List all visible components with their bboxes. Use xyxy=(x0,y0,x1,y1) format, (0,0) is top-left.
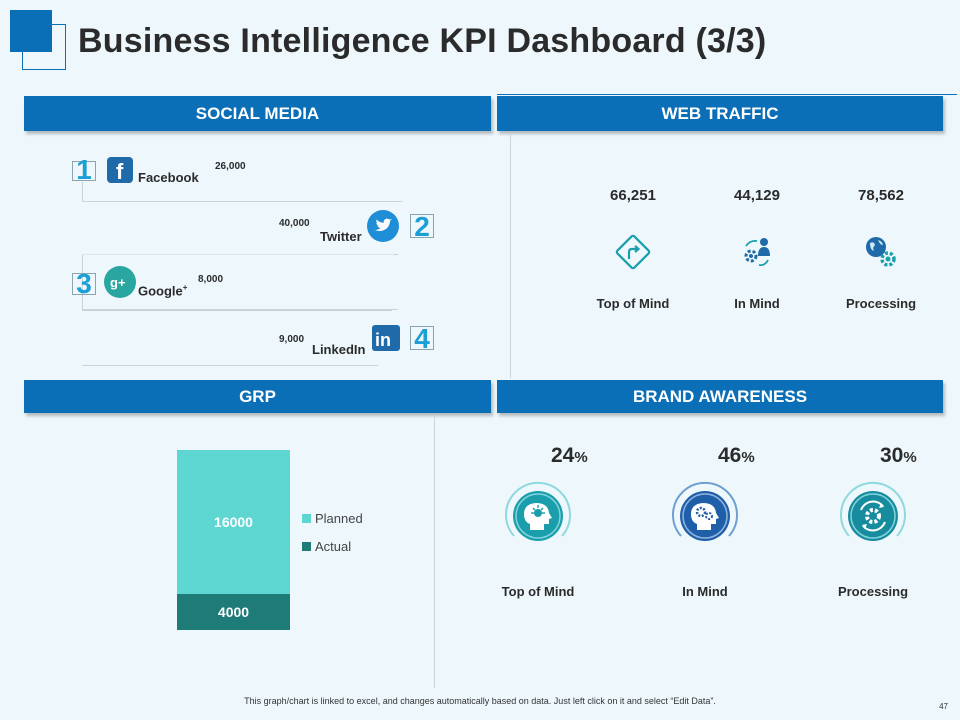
brand-percent-value: 46 xyxy=(718,444,742,467)
legend-label-planned: Planned xyxy=(315,511,363,526)
rank-box xyxy=(410,326,434,350)
grp-header: GRP xyxy=(24,380,491,413)
grp-chart: 4000 16000 Planned Actual xyxy=(177,450,363,630)
brand-label: Processing xyxy=(837,584,909,599)
legend-swatch-planned xyxy=(302,514,311,523)
divider-bottom xyxy=(434,416,435,688)
footer-note: This graph/chart is linked to excel, and… xyxy=(244,696,716,706)
google-plus-icon: g+ xyxy=(104,266,136,298)
svg-text:g+: g+ xyxy=(110,275,126,290)
connector-1 xyxy=(82,182,402,202)
rank-box xyxy=(72,273,96,295)
brand-percent-value: 30 xyxy=(880,444,904,467)
percent-sign: % xyxy=(741,449,755,466)
head-gears-icon xyxy=(667,478,743,559)
globe-gear-icon xyxy=(861,232,901,277)
logo-square-outline xyxy=(22,24,66,70)
bar-segment-planned xyxy=(177,450,290,594)
direction-sign-icon xyxy=(613,232,653,277)
brand-percent-value: 24 xyxy=(551,444,575,467)
header-rule xyxy=(497,94,957,95)
web-traffic-header: WEB TRAFFIC xyxy=(497,96,943,131)
brand-percent: 30% xyxy=(880,444,917,468)
social-value: 40,000 xyxy=(279,218,310,229)
web-traffic-value: 44,129 xyxy=(734,187,780,204)
social-name: LinkedIn xyxy=(312,342,366,357)
social-value: 9,000 xyxy=(279,334,305,345)
rank-number: 4 xyxy=(414,323,430,354)
logo-square-filled xyxy=(10,10,52,52)
data-label-actual: 4000 xyxy=(218,604,249,620)
brand-percent: 46% xyxy=(718,444,755,468)
head-idea-icon xyxy=(500,478,576,559)
legend-label-actual: Actual xyxy=(315,539,351,554)
bar-segment-actual xyxy=(177,594,290,630)
web-traffic-label: In Mind xyxy=(734,296,780,311)
page-title: Business Intelligence KPI Dashboard (3/3… xyxy=(78,22,767,60)
brand-awareness-header: BRAND AWARENESS xyxy=(497,380,943,413)
brand-label: Top of Mind xyxy=(501,584,575,599)
facebook-icon: f xyxy=(107,157,133,184)
connector-4 xyxy=(82,365,378,366)
svg-text:f: f xyxy=(116,159,124,183)
rank-number: 1 xyxy=(76,154,92,185)
gear-cycle-icon xyxy=(835,478,911,559)
social-value: 8,000 xyxy=(198,274,224,285)
social-value: 26,000 xyxy=(215,161,246,172)
social-name: Facebook xyxy=(138,170,199,185)
brand-label: In Mind xyxy=(682,584,728,599)
web-traffic-label: Processing xyxy=(845,296,917,311)
social-name-superscript: + xyxy=(182,283,188,292)
linkedin-icon: in xyxy=(372,325,400,351)
web-traffic-label: Top of Mind xyxy=(596,296,670,311)
svg-text:in: in xyxy=(375,330,391,350)
social-media-header: SOCIAL MEDIA xyxy=(24,96,491,131)
rank-number: 2 xyxy=(414,211,430,242)
percent-sign: % xyxy=(903,449,917,466)
legend-swatch-actual xyxy=(302,542,311,551)
connector-5 xyxy=(82,254,394,255)
social-name: Twitter xyxy=(320,229,362,244)
brand-percent: 24% xyxy=(551,444,588,468)
rank-box xyxy=(410,214,434,238)
twitter-icon xyxy=(367,210,399,242)
person-gears-icon xyxy=(738,232,778,277)
percent-sign: % xyxy=(574,449,588,466)
web-traffic-value: 78,562 xyxy=(858,187,904,204)
web-traffic-value: 66,251 xyxy=(610,187,656,204)
page-number: 47 xyxy=(939,702,948,711)
connector-3 xyxy=(82,310,392,311)
data-label-planned: 16000 xyxy=(214,514,253,530)
social-name-text: Google xyxy=(138,283,183,299)
rank-box xyxy=(72,161,96,181)
divider-top xyxy=(510,134,511,378)
social-name: Google+ xyxy=(138,283,187,298)
rank-number: 3 xyxy=(76,268,92,299)
